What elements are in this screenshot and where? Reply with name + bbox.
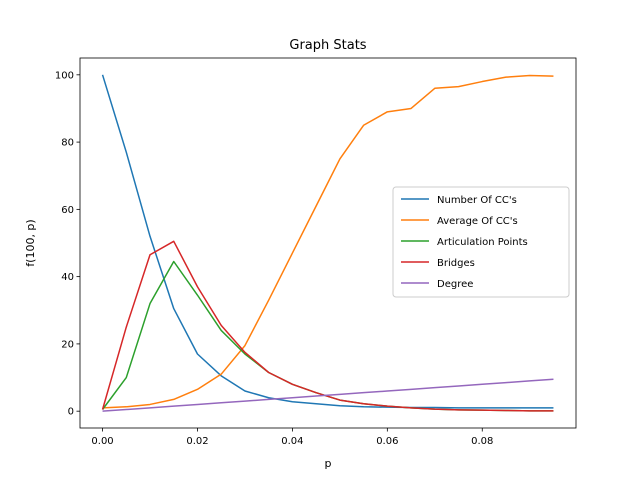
y-tick-label: 40 — [61, 272, 74, 283]
x-tick-label: 0.02 — [186, 436, 208, 447]
y-tick-label: 0 — [68, 407, 74, 418]
legend-label-4: Degree — [437, 279, 473, 290]
x-axis: 0.00 0.02 0.04 0.06 0.08 — [91, 428, 493, 447]
plot-area — [101, 74, 554, 412]
y-tick-label: 60 — [61, 205, 74, 216]
y-tick-label: 20 — [61, 339, 74, 350]
series-line-3 — [101, 240, 554, 412]
legend-box — [392, 186, 570, 298]
axes-frame — [79, 57, 577, 429]
series-line-0 — [101, 74, 554, 409]
x-tick-label: 0.00 — [91, 436, 113, 447]
x-tick-label: 0.04 — [281, 436, 303, 447]
y-tick-label: 100 — [55, 70, 74, 81]
x-tick-label: 0.08 — [471, 436, 493, 447]
series-line-4 — [102, 378, 554, 412]
y-axis-label: f(100, p) — [24, 219, 37, 266]
y-tick-label: 80 — [61, 138, 74, 149]
x-axis-label: p — [325, 457, 332, 470]
legend-label-3: Bridges — [437, 258, 475, 269]
legend-label-1: Average Of CC's — [437, 216, 518, 227]
legend-label-0: Number Of CC's — [437, 195, 517, 206]
y-axis: 0 20 40 60 80 100 — [55, 70, 80, 418]
chart-title: Graph Stats — [289, 38, 366, 53]
series-line-1 — [102, 74, 554, 409]
legend: Number Of CC's Average Of CC's Articulatio… — [392, 186, 570, 298]
legend-label-2: Articulation Points — [437, 237, 528, 248]
x-tick-label: 0.06 — [376, 436, 398, 447]
